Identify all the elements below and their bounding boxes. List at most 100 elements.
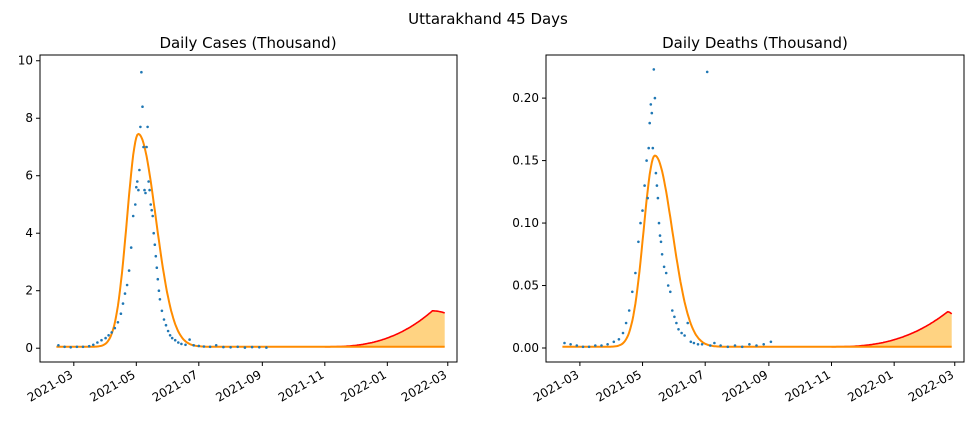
data-point	[148, 188, 151, 192]
data-point	[658, 234, 662, 237]
data-point	[229, 346, 232, 349]
x-tick-label: 2022-03	[399, 367, 449, 404]
x-tick-label: 2021-09	[720, 367, 770, 404]
data-point	[719, 344, 722, 347]
data-point	[154, 254, 158, 258]
y-tick-label: 0.00	[512, 341, 539, 355]
data-point	[146, 125, 149, 129]
data-point	[147, 180, 150, 183]
data-point	[197, 344, 201, 348]
data-point	[671, 309, 674, 312]
data-point	[57, 344, 60, 347]
data-point	[733, 344, 737, 347]
data-point	[140, 70, 143, 74]
y-tick-label: 2	[25, 284, 33, 298]
data-point	[155, 266, 159, 270]
data-point	[657, 221, 661, 225]
data-point	[96, 341, 99, 344]
data-point	[647, 146, 650, 150]
data-point	[164, 323, 168, 327]
points-cases	[57, 70, 268, 349]
y-tick-label: 6	[25, 169, 33, 183]
data-point	[769, 340, 773, 344]
forecast-band	[831, 311, 952, 347]
points-deaths	[563, 68, 773, 349]
data-point	[650, 111, 654, 115]
data-point	[113, 326, 117, 330]
data-point	[762, 343, 765, 346]
data-point	[135, 185, 138, 189]
forecast-band-cases	[324, 310, 445, 347]
data-point	[141, 105, 144, 108]
y-tick-label: 0.20	[512, 91, 539, 105]
data-point	[637, 240, 640, 244]
data-point	[180, 342, 183, 346]
plot-area-deaths	[545, 54, 965, 363]
data-point	[69, 346, 72, 349]
data-point	[63, 345, 66, 349]
x-tick-label: 2022-03	[906, 367, 956, 404]
data-point	[265, 346, 268, 349]
data-point	[689, 340, 693, 344]
y-tick-label: 0.10	[512, 216, 539, 230]
data-point	[222, 345, 225, 349]
data-point	[692, 341, 696, 345]
x-tick-label: 2022-01	[338, 367, 388, 404]
data-point	[156, 277, 160, 281]
data-point	[151, 214, 154, 218]
data-point	[202, 345, 206, 348]
data-point	[127, 269, 131, 272]
data-point	[208, 345, 212, 349]
data-point	[677, 328, 680, 331]
forecast-band	[324, 310, 445, 347]
data-point	[121, 302, 125, 305]
data-point	[158, 298, 162, 301]
data-point	[129, 246, 133, 249]
data-point	[740, 345, 744, 349]
x-axis-deaths: 2021-03 2021-05 2021-07 2021-09 2021-11 2022-…	[531, 362, 956, 405]
data-point	[648, 121, 651, 125]
y-tick-label: 4	[25, 226, 33, 240]
data-point	[660, 253, 664, 256]
x-tick-label: 2021-07	[656, 367, 706, 404]
data-point	[170, 336, 174, 340]
data-point	[606, 343, 609, 346]
panel-title-deaths: Daily Deaths (Thousand)	[662, 34, 848, 52]
data-point	[166, 329, 170, 333]
data-point	[655, 184, 659, 187]
data-point	[662, 265, 666, 269]
data-point	[142, 145, 145, 149]
data-point	[188, 338, 191, 341]
data-point	[700, 343, 704, 346]
x-tick-label: 2021-07	[150, 367, 200, 404]
fit-curve	[56, 132, 445, 348]
data-point	[131, 214, 135, 218]
lines-deaths	[562, 154, 953, 348]
data-point	[594, 344, 597, 347]
data-point	[696, 343, 700, 346]
data-point	[649, 103, 653, 106]
data-point	[748, 343, 751, 346]
data-point	[652, 68, 656, 71]
y-tick-label: 8	[25, 111, 33, 125]
x-tick-label: 2021-09	[213, 367, 263, 404]
data-point	[624, 321, 628, 325]
data-point	[153, 243, 157, 246]
data-point	[138, 168, 141, 172]
data-point	[81, 345, 85, 349]
data-point	[123, 292, 127, 295]
lines-cases	[56, 132, 445, 348]
data-point	[686, 321, 689, 325]
data-point	[639, 221, 642, 225]
data-point	[136, 180, 139, 183]
y-axis-cases: 0 2 4 6 8 10	[18, 54, 40, 355]
plot-area-cases	[39, 54, 458, 363]
data-point	[646, 196, 649, 200]
data-point	[177, 341, 180, 344]
data-point	[612, 340, 616, 344]
x-tick-label: 2021-03	[531, 367, 581, 404]
data-point	[157, 289, 161, 293]
data-point	[709, 344, 712, 347]
data-point	[563, 341, 566, 345]
